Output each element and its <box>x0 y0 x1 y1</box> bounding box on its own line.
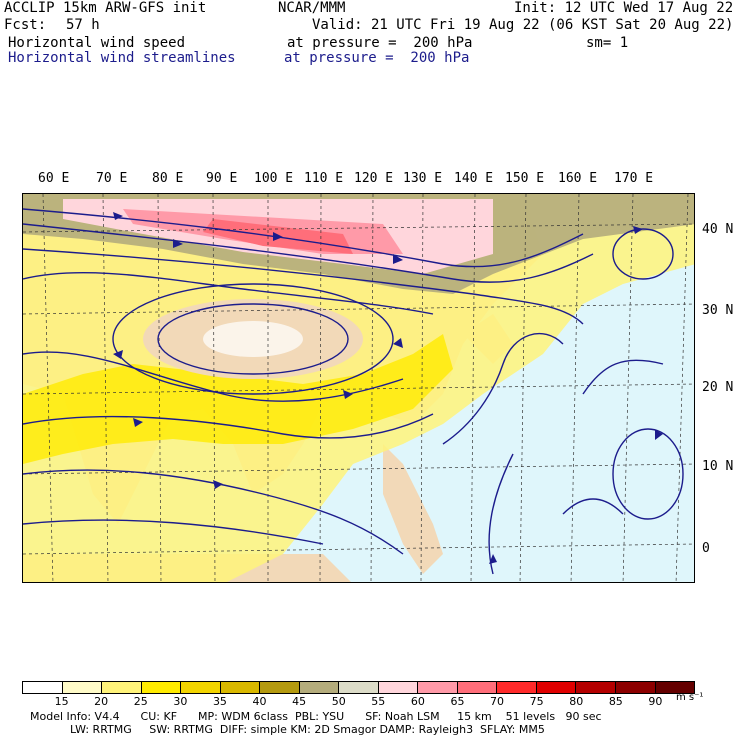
streamline-arrows <box>113 212 663 564</box>
lon-label: 80 E <box>152 171 184 186</box>
init-time: Init: 12 UTC Wed 17 Aug 22 <box>514 0 734 16</box>
colorbar-segment <box>102 682 142 693</box>
lat-label: 10 N <box>702 459 734 474</box>
lon-label: 90 E <box>206 171 238 186</box>
colorbar-segment <box>457 682 498 693</box>
forecast-label: Fcst: <box>4 17 47 33</box>
colorbar-units: m s⁻¹ <box>676 692 704 703</box>
colorbar-label: 70 <box>490 695 505 708</box>
colorbar-label: 40 <box>252 695 267 708</box>
colorbar <box>22 681 695 694</box>
colorbar-segment <box>23 682 63 693</box>
lat-lon-grid <box>23 194 694 582</box>
colorbar-label: 75 <box>529 695 544 708</box>
lat-label: 20 N <box>702 380 734 395</box>
wind-map <box>22 193 695 583</box>
lon-label: 60 E <box>38 171 70 186</box>
colorbar-label: 60 <box>410 695 425 708</box>
colorbar-label: 85 <box>608 695 623 708</box>
colorbar-label: 30 <box>173 695 188 708</box>
lat-label: 30 N <box>702 303 734 318</box>
anticyclone-core <box>203 321 303 357</box>
field-streamlines-level: at pressure = 200 hPa <box>284 50 470 66</box>
colorbar-segment <box>141 682 182 693</box>
colorbar-segment <box>615 682 656 693</box>
colorbar-segment <box>299 682 340 693</box>
colorbar-label: 20 <box>94 695 109 708</box>
colorbar-segment <box>339 682 379 693</box>
colorbar-label: 65 <box>450 695 465 708</box>
colorbar-segment <box>536 682 577 693</box>
colorbar-segment <box>181 682 221 693</box>
colorbar-label: 90 <box>648 695 663 708</box>
colorbar-label: 80 <box>569 695 584 708</box>
field-wind-speed-level: at pressure = 200 hPa <box>287 35 473 51</box>
model-info-line1: Model Info: V4.4 CU: KF MP: WDM 6class P… <box>30 710 602 723</box>
org-label: NCAR/MMM <box>278 0 346 16</box>
colorbar-segment <box>378 682 419 693</box>
lon-label: 110 E <box>304 171 344 186</box>
colorbar-label: 55 <box>371 695 386 708</box>
colorbar-segment <box>418 682 458 693</box>
lon-label: 170 E <box>614 171 654 186</box>
colorbar-segment <box>220 682 261 693</box>
colorbar-segment <box>655 682 695 693</box>
colorbar-label: 45 <box>292 695 307 708</box>
philippines-landmass <box>383 444 443 574</box>
lon-label: 70 E <box>96 171 128 186</box>
colorbar-label: 25 <box>133 695 148 708</box>
colorbar-segment <box>576 682 616 693</box>
field-streamlines: Horizontal wind streamlines <box>8 50 236 66</box>
wind-map-svg <box>23 194 694 582</box>
colorbar-label: 15 <box>54 695 69 708</box>
model-title: ACCLIP 15km ARW-GFS init <box>4 0 207 16</box>
forecast-hour: 57 h <box>66 17 100 33</box>
field-wind-speed: Horizontal wind speed <box>8 35 186 51</box>
lat-label: 40 N <box>702 222 734 237</box>
model-info-line2: LW: RRTMG SW: RRTMG DIFF: simple KM: 2D … <box>70 723 545 736</box>
lon-label: 130 E <box>403 171 443 186</box>
lon-label: 160 E <box>558 171 598 186</box>
colorbar-label: 50 <box>331 695 346 708</box>
smoothing-label: sm= 1 <box>586 35 629 51</box>
lon-label: 120 E <box>354 171 394 186</box>
lon-label: 100 E <box>254 171 294 186</box>
colorbar-segment <box>62 682 103 693</box>
lon-label: 150 E <box>505 171 545 186</box>
colorbar-label: 35 <box>212 695 227 708</box>
colorbar-segment <box>497 682 537 693</box>
colorbar-segment <box>260 682 300 693</box>
lat-label: 0 <box>702 541 710 556</box>
lon-label: 140 E <box>454 171 494 186</box>
valid-time: Valid: 21 UTC Fri 19 Aug 22 (06 KST Sat … <box>312 17 734 33</box>
